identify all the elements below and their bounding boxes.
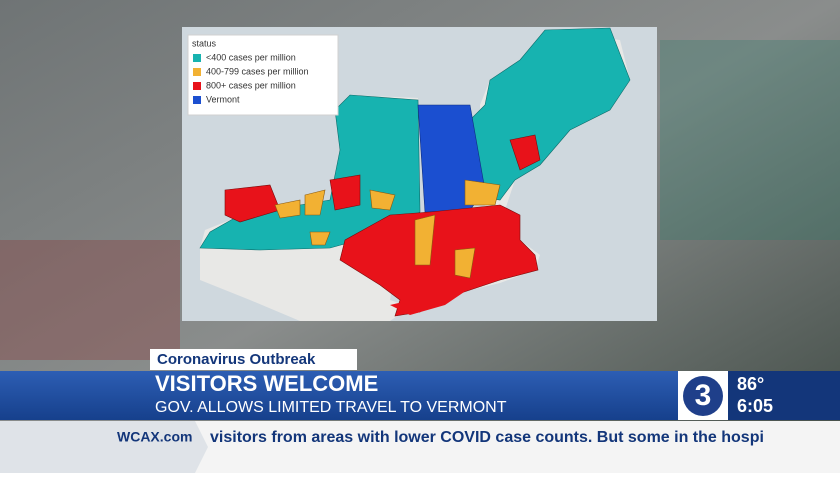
tag: Coronavirus Outbreak	[157, 351, 316, 368]
medium-region	[274, 179, 501, 279]
logo: 3	[695, 379, 712, 412]
headline: VISITORS WELCOME	[155, 371, 378, 396]
background-blur	[0, 240, 180, 360]
high-region	[224, 134, 541, 223]
weather-box	[728, 371, 840, 420]
legend	[187, 34, 339, 116]
tag-box	[150, 349, 357, 370]
long-island	[390, 288, 470, 315]
legend-swatch	[193, 68, 201, 76]
legend-title: status	[192, 38, 217, 48]
legend-label: <400 cases per million	[206, 52, 296, 62]
legend-label: Vermont	[206, 94, 240, 104]
high-region	[339, 204, 539, 317]
headline-bar	[0, 371, 678, 420]
legend-label: 400-799 cases per million	[206, 66, 309, 76]
legend-label: 800+ cases per million	[206, 80, 296, 90]
site-box	[0, 421, 208, 473]
subhead: GOV. ALLOWS LIMITED TRAVEL TO VERMONT	[155, 399, 507, 416]
map-panel: status <400 cases per million 400-799 cas…	[182, 27, 657, 321]
background-blur	[660, 40, 840, 240]
ticker-text: visitors from areas with lower COVID cas…	[210, 429, 764, 446]
legend-swatch	[193, 54, 201, 62]
temperature: 86°	[737, 374, 764, 394]
legend-items: <400 cases per million 400-799 cases per …	[193, 52, 309, 104]
site: WCAX.com	[117, 429, 192, 445]
legend-swatch	[193, 82, 201, 90]
legend-swatch	[193, 96, 201, 104]
time: 6:05	[737, 396, 773, 416]
logo-circle	[683, 376, 723, 416]
